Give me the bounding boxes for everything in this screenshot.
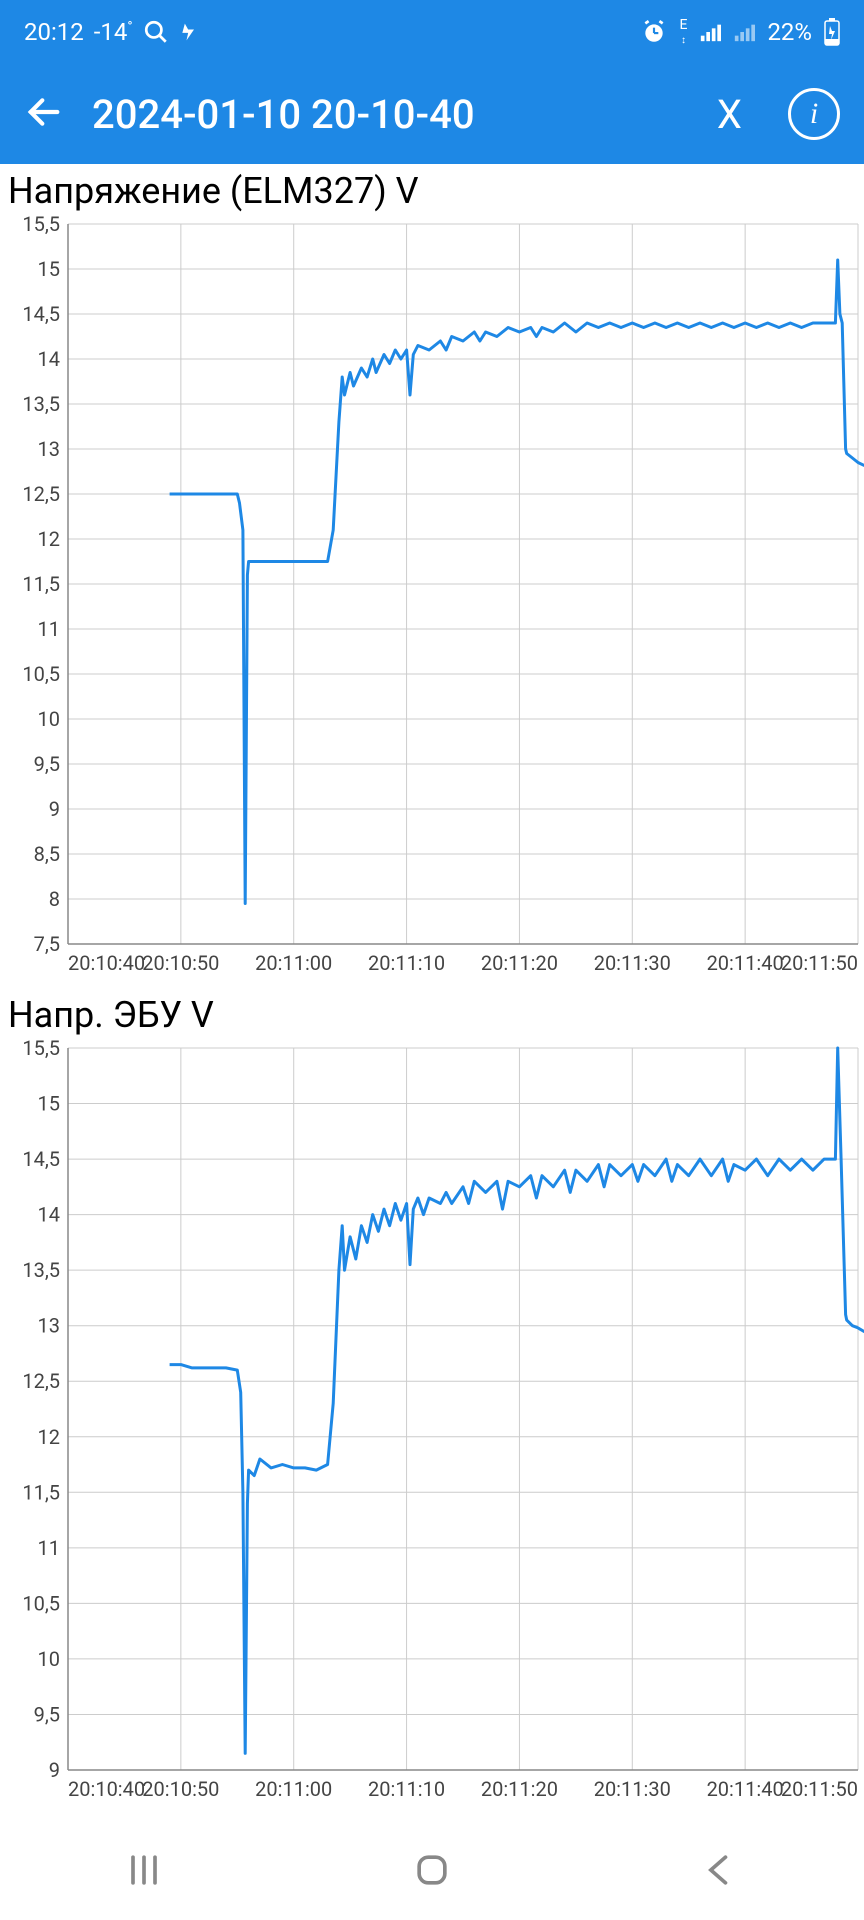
svg-text:20:11:20: 20:11:20 (481, 1777, 558, 1801)
svg-text:20:11:40: 20:11:40 (707, 951, 784, 975)
svg-text:20:11:20: 20:11:20 (481, 951, 558, 975)
nav-back-button[interactable] (698, 1848, 742, 1892)
svg-text:20:11:30: 20:11:30 (594, 951, 671, 975)
home-button[interactable] (410, 1848, 454, 1892)
svg-text:7,5: 7,5 (34, 932, 60, 956)
chart-2: Напр. ЭБУ V 9 9,5 10 10,5 11 11,5 12 12,5 13 13,5… (0, 988, 864, 1814)
chart-2-plot[interactable]: 9 9,5 10 10,5 11 11,5 12 12,5 13 13,5 14 14,5 15 15,5… (0, 1038, 864, 1814)
svg-text:14: 14 (38, 1203, 60, 1227)
chart-1: Напряжение (ELM327) V 7,5 8 8,5 9 9,5 10 10,5 1… (0, 164, 864, 988)
svg-text:15,5: 15,5 (22, 214, 60, 236)
status-left: 20:12 -14° (24, 18, 199, 46)
data-e-icon: E↕ (679, 18, 687, 46)
svg-text:20:11:30: 20:11:30 (594, 1777, 671, 1801)
svg-text:20:11:50: 20:11:50 (781, 951, 858, 975)
svg-text:10: 10 (38, 1647, 60, 1671)
chart-1-title: Напряжение (ELM327) V (0, 164, 864, 214)
svg-text:9: 9 (49, 797, 60, 821)
svg-text:13,5: 13,5 (22, 392, 60, 416)
svg-text:20:10:50: 20:10:50 (142, 951, 219, 975)
signal-2-icon (733, 21, 755, 43)
svg-text:11,5: 11,5 (22, 572, 60, 596)
svg-text:8,5: 8,5 (34, 842, 60, 866)
svg-text:14: 14 (38, 347, 60, 371)
svg-text:20:10:50: 20:10:50 (142, 1777, 219, 1801)
app-bar: 2024-01-10 20-10-40 X i (0, 64, 864, 164)
signal-icon (699, 21, 721, 43)
svg-text:8: 8 (49, 887, 60, 911)
alarm-icon (641, 19, 667, 45)
svg-text:13: 13 (38, 437, 60, 461)
svg-text:12,5: 12,5 (22, 1369, 60, 1393)
android-nav-bar (0, 1820, 864, 1920)
recent-apps-button[interactable] (122, 1848, 166, 1892)
info-button[interactable]: i (788, 88, 840, 140)
chart-2-title: Напр. ЭБУ V (0, 988, 864, 1038)
status-time: 20:12 (24, 18, 84, 46)
svg-text:10,5: 10,5 (22, 1591, 60, 1615)
status-bar: 20:12 -14° E↕ 22% (0, 0, 864, 64)
search-icon (143, 19, 169, 45)
svg-text:11: 11 (38, 617, 60, 641)
battery-icon (824, 18, 840, 46)
svg-text:20:10:40: 20:10:40 (68, 951, 145, 975)
svg-text:9,5: 9,5 (34, 752, 60, 776)
svg-text:20:11:50: 20:11:50 (781, 1777, 858, 1801)
close-button[interactable]: X (699, 91, 760, 138)
svg-text:11,5: 11,5 (22, 1480, 60, 1504)
svg-text:12: 12 (38, 1425, 60, 1449)
svg-text:15: 15 (38, 257, 60, 281)
back-button[interactable] (24, 92, 64, 136)
svg-text:9,5: 9,5 (34, 1702, 60, 1726)
svg-text:20:11:00: 20:11:00 (255, 951, 332, 975)
page-title: 2024-01-10 20-10-40 (92, 91, 671, 138)
svg-text:20:11:40: 20:11:40 (707, 1777, 784, 1801)
status-right: E↕ 22% (641, 18, 840, 46)
svg-text:14,5: 14,5 (22, 302, 60, 326)
svg-text:20:11:00: 20:11:00 (255, 1777, 332, 1801)
battery-pct: 22% (767, 18, 812, 46)
svg-text:11: 11 (38, 1536, 60, 1560)
svg-text:20:11:10: 20:11:10 (368, 951, 445, 975)
svg-text:20:11:10: 20:11:10 (368, 1777, 445, 1801)
svg-text:9: 9 (49, 1758, 60, 1782)
chart-1-plot[interactable]: 7,5 8 8,5 9 9,5 10 10,5 11 11,5 12 12,5 13 13,5 14 14,… (0, 214, 864, 988)
svg-text:13: 13 (38, 1314, 60, 1338)
svg-text:10,5: 10,5 (22, 662, 60, 686)
svg-text:13,5: 13,5 (22, 1258, 60, 1282)
svg-text:12,5: 12,5 (22, 482, 60, 506)
charts-container: Напряжение (ELM327) V 7,5 8 8,5 9 9,5 10 10,5 1… (0, 164, 864, 1814)
svg-text:15,5: 15,5 (22, 1038, 60, 1060)
svg-text:10: 10 (38, 707, 60, 731)
svg-text:14,5: 14,5 (22, 1147, 60, 1171)
svg-text:12: 12 (38, 527, 60, 551)
svg-text:15: 15 (38, 1092, 60, 1116)
flash-icon (179, 19, 199, 45)
svg-text:20:10:40: 20:10:40 (68, 1777, 145, 1801)
status-temp: -14° (94, 18, 133, 46)
